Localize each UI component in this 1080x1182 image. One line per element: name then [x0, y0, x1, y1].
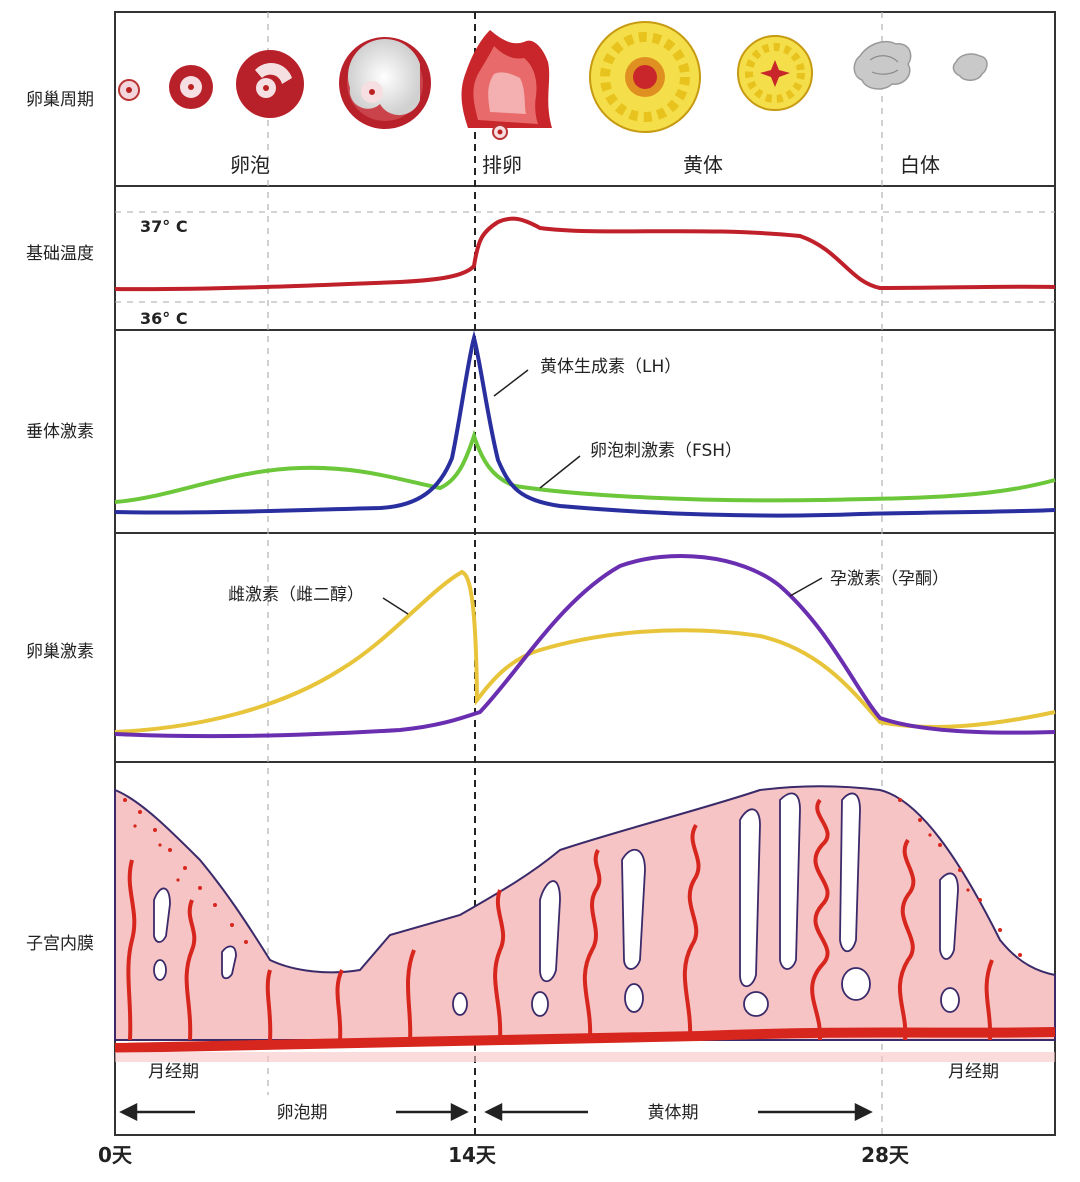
estrogen-leader-line [382, 597, 409, 615]
phase-label-follicular: 卵泡期 [277, 1103, 328, 1123]
progesterone-leader-line [789, 577, 823, 597]
stage-label-follicle: 卵泡 [230, 153, 270, 177]
fsh-label: 卵泡刺激素（FSH） [590, 441, 742, 461]
stage-label-ovulation: 排卵 [482, 153, 522, 177]
row-label-endometrium: 子宫内膜 [26, 934, 94, 954]
row-label-ovarian-cycle: 卵巢周期 [26, 90, 94, 110]
fsh-curve [114, 429, 1056, 504]
temp-label-36: 36° C [140, 309, 188, 328]
corpus-albicans-large [853, 40, 912, 90]
temperature-curve [114, 216, 1056, 292]
ovary-follicle-3 [236, 50, 304, 118]
ovulation-follicle [461, 30, 552, 140]
stage-label-corpus-albicans: 白体 [900, 153, 940, 177]
corpus-luteum-small [737, 35, 813, 111]
ovary-follicle-1 [118, 79, 140, 101]
lh-label: 黄体生成素（LH） [540, 357, 681, 377]
ovary-follicle-4 [339, 37, 431, 129]
endometrium-glands [153, 792, 960, 1017]
fsh-leader-line [539, 455, 581, 489]
stage-label-corpus-luteum: 黄体 [683, 153, 723, 177]
endometrium-layer [114, 785, 1056, 1041]
phase-label-menstrual-left: 月经期 [148, 1062, 199, 1082]
day-label-28: 28天 [861, 1143, 910, 1167]
day-label-0: 0天 [98, 1143, 133, 1167]
progesterone-curve [114, 553, 1056, 739]
endometrium-lower-band [115, 1052, 1055, 1062]
day-label-14: 14天 [448, 1143, 497, 1167]
spiral-arteries [126, 798, 994, 1041]
progesterone-label: 孕激素（孕酮） [830, 569, 949, 589]
follicular-phase-arrows [119, 1102, 469, 1122]
estrogen-curve [114, 569, 1056, 734]
sloughing-tissue-dots [123, 798, 1022, 957]
row-label-ovarian-hormones: 卵巢激素 [26, 642, 94, 662]
diagram-frame [114, 11, 1056, 1136]
temp-label-37: 37° C [140, 217, 188, 236]
lh-curve [114, 330, 1056, 518]
ovary-follicle-2 [169, 65, 213, 109]
phase-label-menstrual-right: 月经期 [948, 1062, 999, 1082]
endometrium-basal-layer [114, 1027, 1056, 1053]
luteal-phase-arrows [484, 1102, 873, 1122]
lh-leader-line [493, 369, 529, 397]
corpus-luteum-large [589, 21, 701, 133]
corpus-albicans-small [952, 53, 988, 81]
row-label-basal-temperature: 基础温度 [26, 244, 94, 264]
estrogen-label: 雌激素（雌二醇） [228, 585, 364, 605]
row-label-pituitary-hormones: 垂体激素 [26, 422, 94, 442]
phase-label-luteal: 黄体期 [648, 1103, 699, 1123]
